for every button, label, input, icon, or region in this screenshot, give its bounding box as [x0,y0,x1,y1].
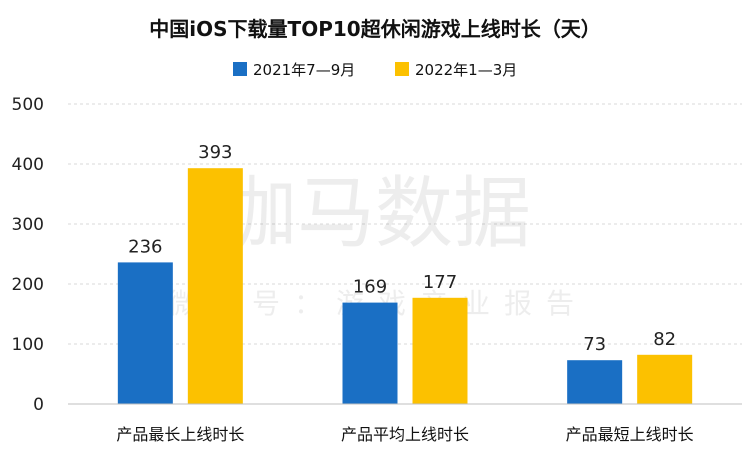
bar-series-1-3 [567,360,623,404]
legend-swatch-series-1 [233,62,247,76]
y-tick-label: 100 [12,335,44,355]
data-label: 236 [128,236,162,257]
bar-series-1-1 [117,262,173,404]
bars [117,168,693,404]
gridlines [68,103,742,345]
data-label: 177 [423,272,457,293]
x-category-label: 产品平均上线时长 [341,425,469,444]
bar-series-2-3 [637,354,693,404]
y-tick-label: 400 [12,155,44,175]
data-label: 73 [583,334,606,355]
bar-series-2-2 [412,297,468,404]
x-axis-categories: 产品最长上线时长 产品平均上线时长 产品最短上线时长 [116,425,693,444]
data-label: 393 [198,142,232,163]
legend-swatch-series-2 [395,62,409,76]
watermark-main: 伽马数据 [219,169,531,259]
y-tick-label: 0 [33,395,44,415]
data-label: 82 [653,329,676,350]
y-tick-label: 500 [12,95,44,115]
data-labels: 236 393 169 177 73 82 [128,142,676,355]
y-tick-label: 200 [12,275,44,295]
chart-title: 中国iOS下载量TOP10超休闲游戏上线时长（天） [149,17,600,41]
data-label: 169 [353,277,387,298]
legend-label-series-2: 2022年1—3月 [415,61,517,79]
legend-label-series-1: 2021年7—9月 [253,61,355,79]
bar-series-2-1 [187,168,243,404]
y-axis-ticks: 0 100 200 300 400 500 [12,95,44,415]
bar-series-1-2 [342,302,398,404]
x-category-label: 产品最短上线时长 [566,425,694,444]
x-category-label: 产品最长上线时长 [116,425,244,444]
y-tick-label: 300 [12,215,44,235]
legend: 2021年7—9月 2022年1—3月 [233,61,517,79]
